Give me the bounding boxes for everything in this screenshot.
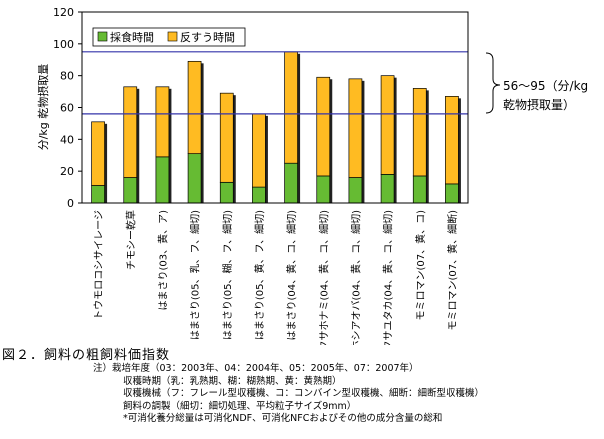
bar-segment-rumination (412, 88, 427, 177)
notes: 注）栽培年度（03：2003年、04：2004年、05：2005年、07：200… (93, 363, 484, 426)
bar-segment-rumination (284, 51, 298, 164)
bar-segment-feeding (412, 175, 427, 204)
y-tick-label: 20 (60, 165, 74, 178)
note-line: 飼料の調製（細切：細切処理、平均粒子サイズ9mm） (123, 400, 357, 412)
bar-segment-feeding (123, 177, 138, 204)
y-tick-label: 120 (53, 6, 74, 19)
bar-segment-feeding (445, 183, 459, 204)
bar-segment-rumination (219, 92, 234, 183)
bar-segment-feeding (284, 162, 298, 204)
reference-lines (82, 51, 468, 115)
x-axis-labels: トウモロコシサイレージ チモシー乾草 はまさり(03、黄、ア) はまさり(05、乳、フ… (93, 210, 459, 345)
y-tick-label: 80 (60, 70, 74, 83)
x-tick-label: クサホナミ(04、黄、コ、細切) (317, 210, 330, 345)
legend-swatch-rumination (167, 31, 178, 42)
x-tick-label: はまさり(05、乳、フ、細切) (189, 210, 202, 340)
bar-segment-rumination (252, 113, 266, 188)
x-tick-label: ホシアオバ(04、黄、コ、細切) (349, 210, 362, 345)
figure-caption: 図２．飼料の粗飼料価指数 (2, 348, 171, 363)
bar-segment-rumination (155, 86, 170, 158)
legend-swatch-feeding (97, 31, 108, 42)
bar-segment-feeding (316, 175, 331, 204)
x-tick-label: クサユタカ(04、黄、コ、細切) (382, 210, 395, 345)
x-tick-label: はまさり(05、黄、フ、細切) (253, 210, 266, 340)
y-axis-ticks: 0 20 40 60 80 100 120 (53, 6, 82, 210)
x-tick-label: はまさり(04、黄、コ、細切) (285, 210, 298, 341)
bars (91, 51, 461, 204)
bar-segment-rumination (445, 96, 459, 185)
bar-segment-feeding (91, 185, 105, 204)
y-tick-label: 100 (53, 38, 74, 51)
range-annotation-line1: 56～95（分/kg (503, 79, 588, 93)
plot-frame (81, 11, 469, 204)
x-tick-label: トウモロコシサイレージ (93, 210, 105, 320)
bar-segment-feeding (219, 181, 234, 204)
bar-segment-rumination (380, 75, 395, 175)
x-tick-label: はまさり(05、糊、フ、細切) (221, 210, 234, 340)
bar-segment-rumination (187, 60, 202, 155)
bar-segment-feeding (155, 156, 170, 204)
bar-segment-feeding (380, 174, 395, 204)
x-tick-label: はまさり(03、黄、ア) (156, 210, 169, 311)
range-brace (485, 52, 501, 114)
note-line: 注）栽培年度（03：2003年、04：2004年、05：2005年、07：200… (93, 363, 419, 374)
bar-segment-rumination (123, 86, 138, 178)
bar-segment-feeding (187, 153, 202, 204)
y-tick-label: 0 (67, 197, 74, 210)
bar-segment-rumination (91, 121, 105, 186)
x-tick-label: モミロマン(07、黄、細断) (446, 210, 459, 331)
bar-segment-feeding (348, 177, 363, 204)
note-line: 収穫時期（乳：乳熟期、糊：糊熟期、黄：黄熟期） (123, 375, 342, 387)
bar-segment-feeding (252, 186, 266, 204)
y-tick-label: 40 (60, 133, 74, 146)
note-line: 収穫機械（フ：フレール型収穫機、コ：コンバイン型収穫機、細断：細断型収穫機） (123, 388, 485, 400)
bar-segment-rumination (316, 76, 331, 177)
x-tick-label: チモシー乾草 (124, 210, 137, 270)
x-tick-label: モミロマン(07、黄、コ) (414, 210, 427, 321)
y-axis-label: 分/kg 乾物摂取量 (36, 64, 50, 151)
bar-segment-rumination (348, 78, 363, 178)
note-line: *可消化養分総量は可消化NDF、可消化NFCおよびその他の成分含量の総和 (123, 413, 443, 425)
legend-label-rumination: 反すう時間 (180, 31, 235, 44)
chart: 0 20 40 60 80 100 120 トウモロコシサイレージ チモシー乾草 はまさり(03… (36, 6, 588, 345)
legend: 採食時間 反すう時間 (92, 27, 246, 47)
range-annotation-line2: 乾物摂取量） (503, 97, 575, 112)
legend-label-feeding: 採食時間 (110, 30, 154, 44)
y-tick-label: 60 (60, 102, 74, 115)
